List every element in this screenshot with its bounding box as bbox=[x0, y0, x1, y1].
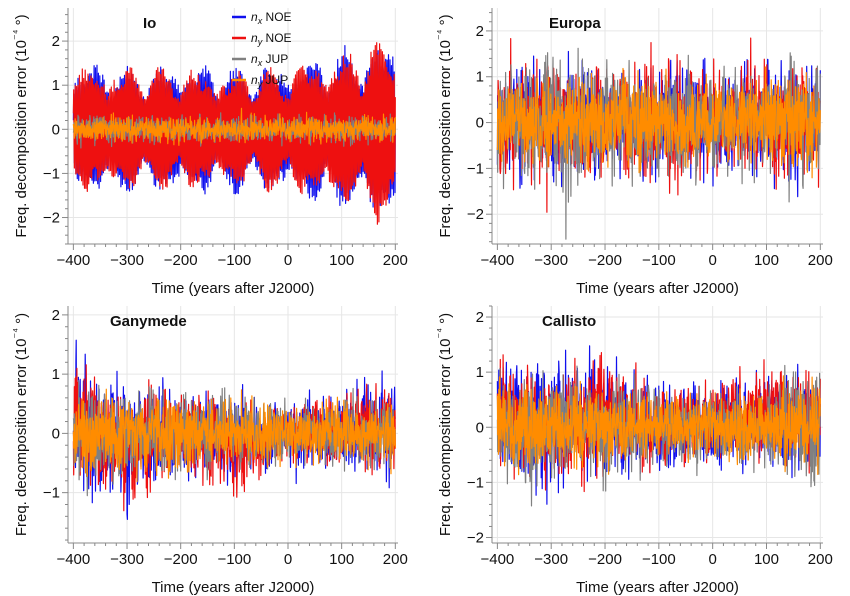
p3-series-ny-jup bbox=[72, 388, 396, 483]
p2-x-tick-label: 100 bbox=[754, 252, 779, 269]
p1-x-tick-label: −200 bbox=[164, 252, 198, 269]
p2-x-tick-label: −100 bbox=[642, 252, 676, 269]
p3-x-tick-label: −100 bbox=[217, 551, 251, 568]
p4-x-tick-label: −200 bbox=[588, 551, 622, 568]
p2-traces bbox=[496, 37, 821, 240]
p4-y-tick-label: −1 bbox=[467, 474, 484, 491]
p3-x-tick-label: −300 bbox=[110, 551, 144, 568]
p3-title: Ganymede bbox=[110, 313, 187, 330]
p1-panel: −400 −300 −200 −100 0 100 200 −2 −1 0 1 2 Time (year… bbox=[11, 8, 408, 297]
p4-x-axis-label: Time (years after J2000) bbox=[576, 579, 739, 596]
p1-x-axis-label: Time (years after J2000) bbox=[152, 280, 315, 297]
p4-panel: −400 −300 −200 −100 0 100 200 −2 −1 0 1 2 Time (year… bbox=[435, 305, 833, 596]
p4-y-axis-label: Freq. decomposition error (10⁻⁴ °) bbox=[435, 313, 454, 536]
p2-panel: −400 −300 −200 −100 0 100 200 −2 −1 0 1 2 Time (year… bbox=[435, 8, 833, 297]
p2-x-tick-label: −200 bbox=[588, 252, 622, 269]
p3-y-tick-label: 1 bbox=[52, 366, 60, 383]
legend-entry: nx JUP bbox=[251, 52, 288, 68]
legend: nx NOE ny NOE nx JUP ny JUP bbox=[232, 10, 292, 89]
p3-traces bbox=[72, 339, 396, 521]
p1-y-axis-label: Freq. decomposition error (10⁻⁴ °) bbox=[11, 14, 30, 237]
legend-entry: nx NOE bbox=[251, 10, 292, 26]
p3-y-tick-label: −1 bbox=[43, 485, 60, 502]
p2-x-tick-label: 0 bbox=[708, 252, 716, 269]
p3-x-tick-label: 100 bbox=[329, 551, 354, 568]
p2-y-axis-label: Freq. decomposition error (10⁻⁴ °) bbox=[435, 14, 454, 237]
p2-x-tick-label: −400 bbox=[480, 252, 514, 269]
p4-traces bbox=[496, 345, 821, 507]
p1-series-ny-noe bbox=[72, 42, 396, 225]
p1-title: Io bbox=[143, 15, 156, 32]
legend-entry: ny JUP bbox=[251, 73, 288, 89]
p4-x-tick-label: 100 bbox=[754, 551, 779, 568]
p2-y-tick-label: 0 bbox=[476, 115, 484, 132]
p1-y-tick-label: 2 bbox=[52, 33, 60, 50]
p3-y-tick-label: 0 bbox=[52, 425, 60, 442]
p1-y-tick-label: 0 bbox=[52, 121, 60, 138]
p2-y-tick-label: 1 bbox=[476, 69, 484, 86]
p1-x-tick-label: 100 bbox=[329, 252, 354, 269]
p4-y-tick-label: 1 bbox=[476, 364, 484, 381]
p3-x-tick-label: −400 bbox=[56, 551, 90, 568]
p2-x-tick-label: −300 bbox=[534, 252, 568, 269]
p4-y-tick-label: 0 bbox=[476, 419, 484, 436]
p4-x-tick-label: −400 bbox=[480, 551, 514, 568]
p4-x-tick-label: 0 bbox=[708, 551, 716, 568]
p4-series-ny-jup bbox=[496, 375, 821, 476]
p1-x-tick-label: −300 bbox=[110, 252, 144, 269]
p4-x-tick-label: −100 bbox=[642, 551, 676, 568]
p3-panel: −400 −300 −200 −100 0 100 200 −1 0 1 2 Time (years … bbox=[11, 306, 408, 596]
p2-y-tick-label: −1 bbox=[467, 160, 484, 177]
p1-traces bbox=[72, 42, 396, 225]
legend-entry: ny NOE bbox=[251, 31, 292, 47]
p2-title: Europa bbox=[549, 15, 601, 32]
p1-y-tick-label: −1 bbox=[43, 165, 60, 182]
p3-y-tick-label: 2 bbox=[52, 307, 60, 324]
p4-x-tick-label: −300 bbox=[534, 551, 568, 568]
p1-x-tick-label: −400 bbox=[56, 252, 90, 269]
p3-x-tick-label: 200 bbox=[383, 551, 408, 568]
p3-x-axis-label: Time (years after J2000) bbox=[152, 579, 315, 596]
p1-series-nx-jup bbox=[72, 112, 396, 149]
p4-y-tick-label: 2 bbox=[476, 309, 484, 326]
p1-y-tick-label: −2 bbox=[43, 210, 60, 227]
p1-x-tick-label: 200 bbox=[383, 252, 408, 269]
p3-y-axis-label: Freq. decomposition error (10⁻⁴ °) bbox=[11, 313, 30, 536]
p4-title: Callisto bbox=[542, 313, 596, 330]
p1-x-tick-label: 0 bbox=[284, 252, 292, 269]
p1-x-tick-label: −100 bbox=[217, 252, 251, 269]
p2-y-tick-label: −2 bbox=[467, 206, 484, 223]
p2-x-tick-label: 200 bbox=[808, 252, 833, 269]
p4-x-tick-label: 200 bbox=[808, 551, 833, 568]
p1-series-ny-jup bbox=[72, 107, 396, 146]
p3-x-tick-label: −200 bbox=[164, 551, 198, 568]
p2-y-tick-label: 2 bbox=[476, 23, 484, 40]
p2-series-ny-jup bbox=[496, 66, 821, 179]
p2-x-axis-label: Time (years after J2000) bbox=[576, 280, 739, 297]
p4-y-tick-label: −2 bbox=[467, 529, 484, 546]
p3-x-tick-label: 0 bbox=[284, 551, 292, 568]
p1-y-tick-label: 1 bbox=[52, 77, 60, 94]
